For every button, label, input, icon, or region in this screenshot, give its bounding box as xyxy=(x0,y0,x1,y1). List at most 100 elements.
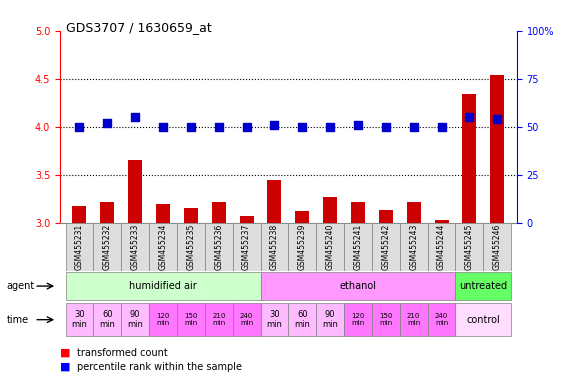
Text: GSM455242: GSM455242 xyxy=(381,223,391,270)
Bar xyxy=(483,223,511,271)
Point xyxy=(297,124,307,130)
Text: 150
min: 150 min xyxy=(184,313,198,326)
Text: ethanol: ethanol xyxy=(340,281,376,291)
Point xyxy=(158,124,167,130)
Point xyxy=(381,124,391,130)
Text: GSM455240: GSM455240 xyxy=(325,223,335,270)
Bar xyxy=(156,204,170,223)
Text: GSM455244: GSM455244 xyxy=(437,223,446,270)
Bar xyxy=(400,303,428,336)
Text: agent: agent xyxy=(7,281,35,291)
Text: GSM455233: GSM455233 xyxy=(131,223,140,270)
Bar xyxy=(428,223,456,271)
Text: 90
min: 90 min xyxy=(127,310,143,329)
Bar xyxy=(351,202,365,223)
Text: 90
min: 90 min xyxy=(322,310,338,329)
Text: GSM455232: GSM455232 xyxy=(103,223,112,270)
Bar xyxy=(407,202,421,223)
Bar xyxy=(379,210,393,223)
Bar xyxy=(260,303,288,336)
Text: GSM455236: GSM455236 xyxy=(214,223,223,270)
Text: GSM455237: GSM455237 xyxy=(242,223,251,270)
Bar xyxy=(295,211,309,223)
Point xyxy=(465,114,474,120)
Bar xyxy=(73,207,86,223)
Bar xyxy=(344,223,372,271)
Bar xyxy=(463,94,476,223)
Bar xyxy=(128,161,142,223)
Text: GSM455234: GSM455234 xyxy=(159,223,167,270)
Text: 150
min: 150 min xyxy=(379,313,392,326)
Bar xyxy=(66,303,94,336)
Bar xyxy=(456,223,483,271)
Point xyxy=(75,124,84,130)
Bar xyxy=(240,216,254,223)
Point xyxy=(409,124,419,130)
Point xyxy=(353,122,363,128)
Point xyxy=(242,124,251,130)
Point xyxy=(437,124,446,130)
Bar xyxy=(456,272,511,300)
Text: GSM455235: GSM455235 xyxy=(186,223,195,270)
Text: GSM455243: GSM455243 xyxy=(409,223,418,270)
Text: ■: ■ xyxy=(60,348,70,358)
Bar xyxy=(184,209,198,223)
Text: 30
min: 30 min xyxy=(267,310,283,329)
Text: ■: ■ xyxy=(60,362,70,372)
Bar xyxy=(94,303,121,336)
Bar xyxy=(121,303,149,336)
Text: percentile rank within the sample: percentile rank within the sample xyxy=(77,362,242,372)
Bar xyxy=(149,303,177,336)
Bar xyxy=(232,223,260,271)
Text: GSM455239: GSM455239 xyxy=(298,223,307,270)
Bar xyxy=(232,303,260,336)
Bar xyxy=(372,223,400,271)
Text: GSM455241: GSM455241 xyxy=(353,223,363,270)
Bar xyxy=(267,180,282,223)
Bar xyxy=(316,303,344,336)
Text: 30
min: 30 min xyxy=(71,310,87,329)
Text: GSM455245: GSM455245 xyxy=(465,223,474,270)
Bar xyxy=(260,223,288,271)
Bar xyxy=(288,223,316,271)
Text: GDS3707 / 1630659_at: GDS3707 / 1630659_at xyxy=(66,21,211,34)
Text: 120
min: 120 min xyxy=(351,313,365,326)
Bar xyxy=(400,223,428,271)
Bar xyxy=(490,75,504,223)
Bar xyxy=(205,223,232,271)
Point xyxy=(493,116,502,122)
Bar xyxy=(435,220,448,223)
Bar xyxy=(212,202,226,223)
Bar xyxy=(344,303,372,336)
Point xyxy=(131,114,140,120)
Bar xyxy=(66,223,94,271)
Text: humidified air: humidified air xyxy=(129,281,197,291)
Text: 240
min: 240 min xyxy=(435,313,448,326)
Bar xyxy=(288,303,316,336)
Bar xyxy=(94,223,121,271)
Text: control: control xyxy=(467,314,500,325)
Bar xyxy=(66,272,260,300)
Point xyxy=(325,124,335,130)
Bar xyxy=(177,303,205,336)
Text: transformed count: transformed count xyxy=(77,348,168,358)
Text: 210
min: 210 min xyxy=(212,313,226,326)
Point xyxy=(186,124,195,130)
Text: 60
min: 60 min xyxy=(99,310,115,329)
Point xyxy=(270,122,279,128)
Point xyxy=(214,124,223,130)
Text: GSM455246: GSM455246 xyxy=(493,223,502,270)
Text: 60
min: 60 min xyxy=(294,310,310,329)
Bar xyxy=(456,303,511,336)
Bar xyxy=(372,303,400,336)
Bar xyxy=(205,303,232,336)
Text: GSM455231: GSM455231 xyxy=(75,223,84,270)
Text: 120
min: 120 min xyxy=(156,313,170,326)
Bar xyxy=(323,197,337,223)
Text: 240
min: 240 min xyxy=(240,313,253,326)
Point xyxy=(103,120,112,126)
Text: GSM455238: GSM455238 xyxy=(270,223,279,270)
Bar xyxy=(177,223,205,271)
Bar xyxy=(260,272,456,300)
Text: time: time xyxy=(7,315,29,325)
